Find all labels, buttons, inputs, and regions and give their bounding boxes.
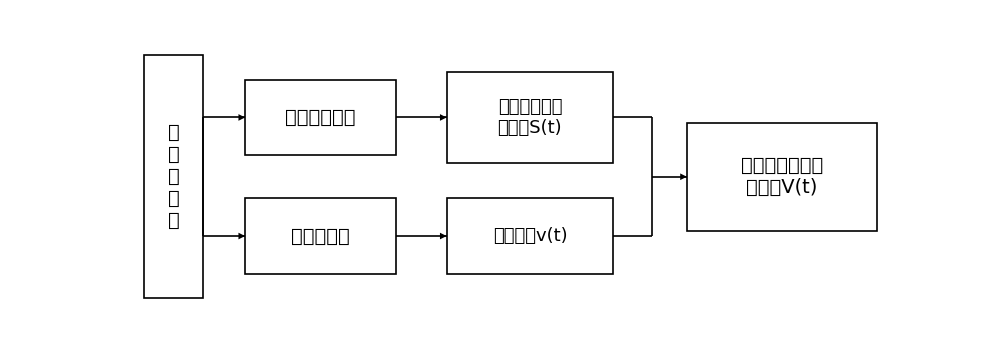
Bar (447, 198, 613, 274)
Text: 煤流量截面轮
廓信息S(t): 煤流量截面轮 廓信息S(t) (498, 98, 562, 137)
Bar (687, 123, 877, 231)
Bar (144, 56, 202, 298)
Text: 速度传感器: 速度传感器 (291, 226, 350, 246)
Text: 二维激光雷达: 二维激光雷达 (285, 108, 356, 127)
Text: 速度信息v(t): 速度信息v(t) (493, 227, 567, 245)
Bar (447, 72, 613, 163)
Bar (245, 80, 396, 155)
Text: 煤流量监测平台
煤流量V(t): 煤流量监测平台 煤流量V(t) (741, 156, 823, 197)
Text: 带
式
输
送
机: 带 式 输 送 机 (168, 123, 179, 230)
Bar (245, 198, 396, 274)
